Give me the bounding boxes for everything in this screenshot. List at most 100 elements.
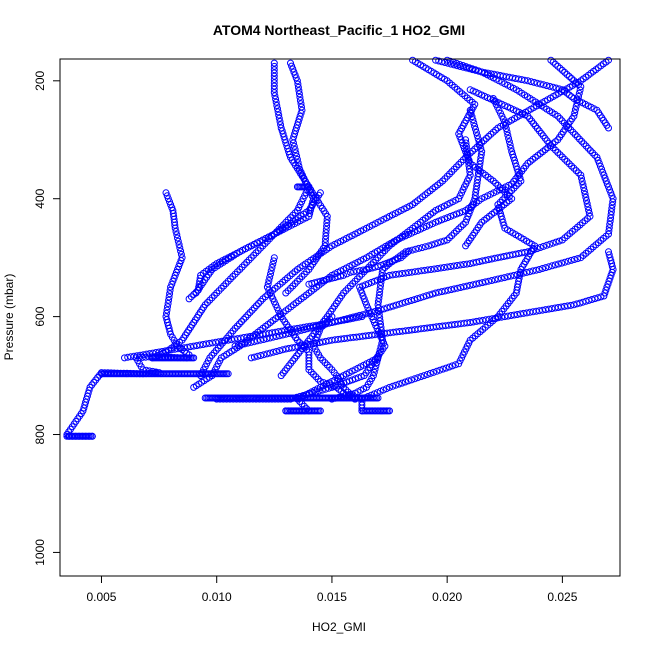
data-point (265, 277, 273, 285)
data-point (601, 289, 609, 297)
data-point (295, 87, 303, 95)
data-points-layer (63, 56, 617, 440)
data-point (579, 181, 587, 189)
data-point (257, 336, 264, 344)
data-point (245, 256, 253, 264)
data-point (606, 220, 614, 228)
data-point (294, 83, 302, 91)
data-point (282, 289, 290, 297)
data-point (576, 135, 583, 143)
data-point (293, 336, 301, 344)
data-point (450, 165, 458, 173)
data-point (571, 109, 579, 117)
x-tick-label: 0.025 (547, 590, 577, 604)
data-point (536, 80, 544, 88)
data-point (374, 301, 382, 309)
data-point (260, 351, 268, 359)
data-point (466, 106, 474, 114)
data-point (326, 363, 334, 371)
data-point (236, 266, 244, 273)
horizontal-run-4 (63, 432, 96, 440)
data-point (172, 228, 180, 235)
data-point (443, 263, 451, 271)
data-point (192, 289, 200, 297)
data-point (293, 277, 301, 285)
data-point (448, 232, 456, 240)
data-point (171, 221, 179, 229)
data-point (580, 184, 588, 192)
x-tick-label: 0.020 (432, 590, 462, 604)
data-point (578, 178, 586, 185)
data-point (454, 284, 461, 292)
data-point (365, 263, 373, 271)
data-point (472, 125, 479, 133)
data-point (270, 62, 278, 70)
data-point (605, 124, 612, 132)
data-point (298, 341, 306, 349)
data-point (358, 313, 366, 321)
data-point (291, 280, 299, 288)
data-point (360, 372, 368, 380)
data-point (453, 262, 461, 269)
data-point (552, 238, 560, 246)
data-point (431, 240, 439, 248)
data-point (457, 284, 465, 291)
data-point (605, 227, 613, 235)
data-point (280, 221, 287, 229)
data-point (505, 189, 513, 197)
data-point (164, 303, 171, 311)
data-point (270, 85, 278, 93)
data-point (496, 184, 504, 192)
data-point (434, 265, 442, 272)
data-point (575, 169, 582, 177)
data-point (379, 336, 387, 344)
data-point (408, 246, 416, 254)
data-point (606, 274, 614, 282)
data-point (316, 324, 324, 332)
data-point (355, 313, 363, 321)
data-point (609, 266, 617, 273)
data-point (426, 369, 434, 377)
data-point (279, 346, 287, 354)
data-point (210, 291, 218, 299)
data-point (257, 352, 265, 359)
data-point (608, 268, 616, 276)
data-point (595, 159, 603, 167)
data-point (275, 114, 283, 122)
data-point (321, 359, 329, 367)
data-point (80, 404, 88, 412)
data-point (565, 160, 573, 168)
data-point (497, 274, 505, 282)
data-point (494, 181, 502, 189)
data-point (376, 346, 384, 354)
data-point (441, 215, 449, 223)
data-point (608, 201, 616, 209)
data-point (340, 379, 348, 387)
data-point (414, 374, 422, 382)
data-point (450, 229, 458, 237)
data-point (337, 387, 345, 395)
data-point (540, 242, 547, 250)
data-point (421, 243, 429, 251)
data-point (556, 115, 564, 122)
data-point (290, 139, 297, 147)
data-point (305, 280, 313, 288)
data-point (530, 78, 538, 86)
data-point (469, 259, 477, 267)
data-point (568, 75, 576, 82)
data-point (560, 119, 568, 127)
data-point (247, 354, 255, 362)
data-point (442, 364, 450, 372)
data-series-5 (432, 56, 612, 132)
data-point (321, 239, 329, 247)
horizontal-run-3 (358, 407, 393, 415)
data-point (375, 294, 383, 302)
data-point (294, 80, 302, 88)
data-point (462, 139, 470, 147)
data-point (270, 59, 278, 67)
data-point (469, 66, 476, 74)
data-point (322, 232, 330, 240)
data-point (459, 221, 467, 228)
data-point (231, 270, 239, 278)
data-point (252, 249, 260, 257)
